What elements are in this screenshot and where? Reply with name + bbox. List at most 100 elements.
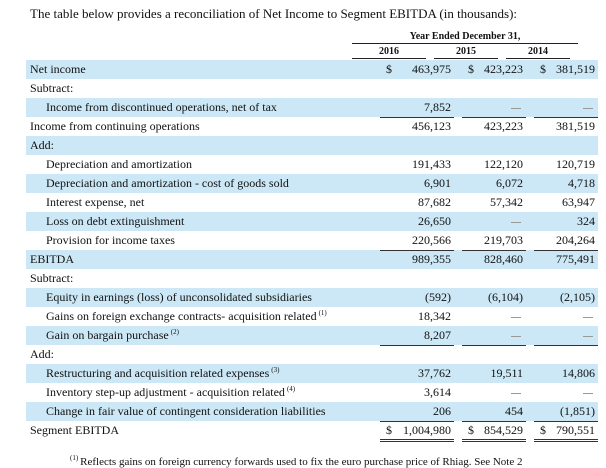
value-cell-2016: 3,614 <box>380 383 454 402</box>
table-row: Segment EBITDA $1,004,980 $854,529 $790,551 <box>26 421 598 442</box>
footnote-reference: (1) <box>318 309 327 317</box>
row-label: Loss on debt extinguishment <box>26 212 372 231</box>
row-label-text: EBITDA <box>30 252 74 266</box>
value-cell-2015: (6,104) <box>462 288 526 307</box>
value-cell-2016: 8,207 <box>380 326 454 346</box>
row-label: Depreciation and amortization - cost of … <box>26 174 372 193</box>
value-text: 26,650 <box>418 214 451 228</box>
footnote-reference: (3) <box>271 366 280 374</box>
table-row: Depreciation and amortization - cost of … <box>26 174 598 193</box>
value-cell-2014: $381,519 <box>534 60 598 79</box>
column-gap <box>372 364 380 383</box>
value-cell-2015 <box>462 326 526 346</box>
intro-text: The table below provides a reconciliatio… <box>30 6 518 21</box>
column-gap <box>372 136 380 155</box>
value-text: 7,852 <box>424 99 451 114</box>
row-label: EBITDA <box>26 250 372 269</box>
column-gap <box>526 193 534 212</box>
table-row: Gains on foreign exchange contracts- acq… <box>26 307 598 326</box>
value-text: 8,207 <box>424 327 451 342</box>
column-gap <box>526 250 534 269</box>
value-text: 790,551 <box>556 422 595 437</box>
value-text: 18,342 <box>418 309 451 323</box>
value-cell-2016: 37,762 <box>380 364 454 383</box>
value-cell-2016: 989,355 <box>380 250 454 269</box>
column-gap <box>526 79 534 98</box>
column-gap <box>454 383 462 402</box>
column-gap <box>372 60 380 79</box>
value-cell-2014: (2,105) <box>534 288 598 307</box>
value-text: 220,566 <box>412 232 451 247</box>
table-row: Loss on debt extinguishment 26,650 324 <box>26 212 598 231</box>
row-label-text: Equity in earnings (loss) of unconsolida… <box>46 290 312 304</box>
footnote-reference: (2) <box>170 328 179 336</box>
value-cell-2016: $1,004,980 <box>380 421 454 442</box>
row-label-text: Change in fair value of contingent consi… <box>46 404 326 418</box>
nil-dash <box>511 392 521 394</box>
row-label: Income from continuing operations <box>26 117 372 136</box>
value-cell-2014 <box>534 79 598 98</box>
value-text: 3,614 <box>424 385 451 399</box>
value-cell-2014: (1,851) <box>534 402 598 422</box>
row-label: Subtract: <box>26 79 372 98</box>
year-rule-2016 <box>352 58 426 59</box>
column-gap <box>372 250 380 269</box>
value-text: 456,123 <box>412 119 451 134</box>
table-row: Interest expense, net 87,682 57,342 63,947 <box>26 193 598 212</box>
value-text: 57,342 <box>490 195 523 209</box>
table-row: Provision for income taxes 220,566 219,703… <box>26 231 598 251</box>
column-gap <box>454 98 462 117</box>
value-cell-2014: 324 <box>534 212 598 231</box>
table-row: Inventory step-up adjustment - acquisiti… <box>26 383 598 402</box>
value-cell-2014: 14,806 <box>534 364 598 383</box>
column-gap <box>372 174 380 193</box>
row-label: Subtract: <box>26 269 372 288</box>
row-label: Provision for income taxes <box>26 231 372 250</box>
row-label-text: Gains on foreign exchange contracts- acq… <box>46 309 317 323</box>
value-cell-2016: 191,433 <box>380 155 454 174</box>
nil-dash <box>511 335 521 337</box>
value-cell-2015 <box>462 383 526 402</box>
column-gap <box>372 117 380 136</box>
value-cell-2016: 456,123 <box>380 117 454 136</box>
value-cell-2015 <box>462 98 526 118</box>
column-gap <box>526 402 534 421</box>
value-cell-2014 <box>534 326 598 346</box>
column-gap <box>526 288 534 307</box>
column-gap <box>526 345 534 364</box>
table-row: Change in fair value of contingent consi… <box>26 402 598 422</box>
row-label: Interest expense, net <box>26 193 372 212</box>
column-gap <box>454 231 462 250</box>
table-row: Add: <box>26 136 598 155</box>
column-gap <box>526 136 534 155</box>
column-gap <box>454 402 462 421</box>
row-label-text: Gain on bargain purchase <box>46 328 169 342</box>
value-cell-2015 <box>462 136 526 155</box>
value-text: 191,433 <box>412 157 451 171</box>
value-cell-2016 <box>380 79 454 98</box>
value-cell-2016: 26,650 <box>380 212 454 231</box>
value-text: 120,719 <box>556 157 595 171</box>
row-label-text: Loss on debt extinguishment <box>46 214 185 228</box>
table-row: Gain on bargain purchase (2) 8,207 <box>26 326 598 346</box>
row-label: Change in fair value of contingent consi… <box>26 402 372 421</box>
value-text: 381,519 <box>556 62 595 76</box>
value-cell-2015 <box>462 212 526 231</box>
value-cell-2014: 120,719 <box>534 155 598 174</box>
column-gap <box>372 212 380 231</box>
column-gap <box>372 383 380 402</box>
value-cell-2015: $423,223 <box>462 60 526 79</box>
column-gap <box>454 60 462 79</box>
value-cell-2016 <box>380 345 454 364</box>
value-text: 6,072 <box>496 176 523 190</box>
column-gap <box>526 307 534 326</box>
value-cell-2014: 63,947 <box>534 193 598 212</box>
column-gap <box>454 269 462 288</box>
nil-dash <box>511 221 521 223</box>
reconciliation-table: Net income $463,975 $423,223 $381,519 Subtra… <box>26 60 598 442</box>
column-gap <box>526 117 534 136</box>
value-text: 87,682 <box>418 195 451 209</box>
year-header-2016: 2016 <box>379 46 399 57</box>
column-gap <box>372 345 380 364</box>
